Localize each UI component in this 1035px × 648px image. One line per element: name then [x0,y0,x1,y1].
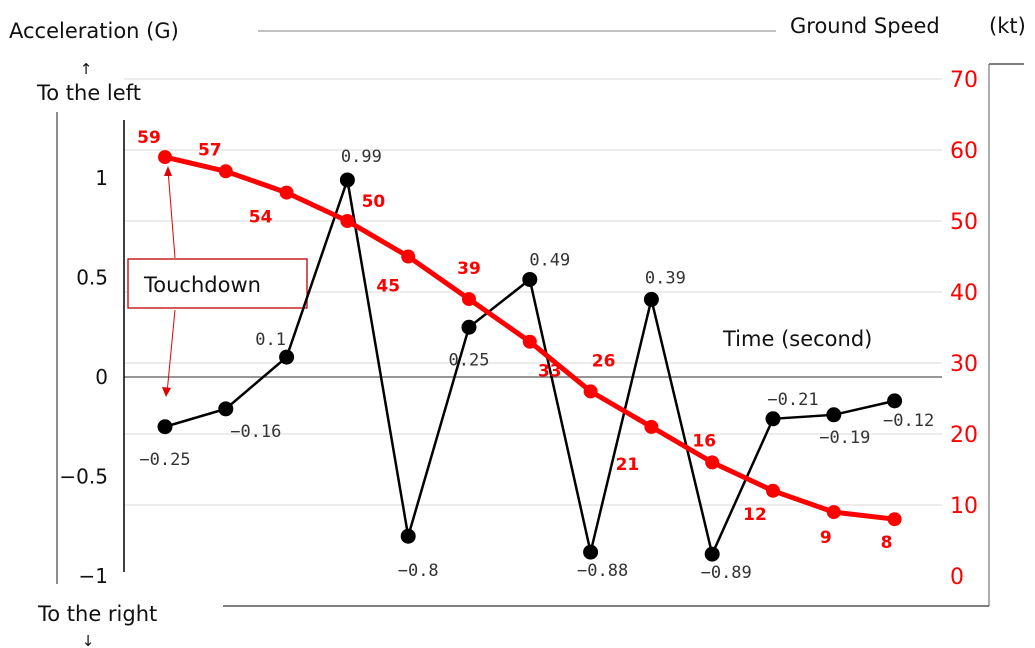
left-tick-label: −0.5 [59,465,108,489]
series [157,150,903,562]
acceleration-point [218,401,234,417]
ground-speed-point [583,384,598,399]
touchdown-box [127,258,308,309]
touchdown-arrow-down [166,309,176,394]
ground-speed-data-label: 59 [137,128,161,148]
left-tick-label: −1 [79,564,108,588]
touchdown-arrowhead-up [164,166,172,176]
right-tick-label: 70 [950,68,978,93]
acceleration-data-label: 0.1 [255,330,286,350]
left-up-label: To the left [36,81,141,105]
right-tick-label: 50 [950,210,978,235]
acceleration-point [339,172,355,188]
acceleration-data-label: −0.25 [139,450,190,470]
right-tick-label: 60 [950,139,978,164]
acceleration-data-label: −0.88 [577,561,628,581]
touchdown-arrow-up [167,169,176,259]
ground-speed-data-label: 57 [198,140,222,160]
acceleration-point [583,544,599,560]
ground-speed-point [705,455,720,470]
left-axis-title: Acceleration (G) [9,19,179,43]
acceleration-point [400,528,416,544]
right-axis-unit: (kt) [989,14,1026,38]
ground-speed-point [158,150,172,165]
ground-speed-point [826,505,841,520]
left-down-label: To the right [37,602,157,626]
ground-speed-point [522,334,537,349]
left-tick-label: 0 [95,365,108,389]
acceleration-data-label: −0.16 [230,422,281,442]
acceleration-point [887,393,903,409]
ground-speed-data-label: 21 [616,455,640,475]
ground-speed-data-label: 16 [692,431,716,451]
acceleration-data-label: −0.12 [883,411,934,431]
ground-speed-data-label: 45 [376,277,400,297]
touchdown-label: Touchdown [143,273,261,297]
up-arrow: ↑ [80,60,93,78]
ground-speed-point [401,249,416,264]
ground-speed-data-label: 8 [881,533,893,553]
touchdown-annotation: Touchdown [127,166,308,397]
ground-speed-point [887,512,902,527]
acceleration-point [157,419,173,435]
left-tick-label: 1 [95,166,108,190]
ground-speed-data-label: 39 [457,259,481,279]
ground-speed-data-label: 54 [249,208,273,228]
ground-speed-point [766,483,780,498]
time-axis-label: Time (second) [722,327,872,351]
ground-speed-point [340,214,355,228]
ground-speed-data-label: 33 [538,362,562,382]
acceleration-data-label: −0.21 [767,390,818,410]
acceleration-point [522,271,538,287]
acceleration-data-label: 0.99 [341,147,382,167]
acceleration-point [643,291,659,307]
axes: 70 60 50 40 30 20 10 0 1 0.5 0 −0.5 −1 [59,68,978,590]
acceleration-data-label: −0.19 [819,428,870,448]
down-arrow: ↓ [82,632,95,648]
ground-speed-data-label: 9 [820,528,832,548]
acceleration-line [164,179,895,558]
ground-speed-data-label: 26 [592,351,616,371]
right-tick-label: 10 [950,494,978,519]
touchdown-arrowhead-down [162,387,171,397]
ground-speed-point [462,292,476,307]
acceleration-point [279,349,295,365]
ground-speed-point [644,419,659,434]
acceleration-point [704,546,720,562]
ground-speed-point [279,185,294,200]
ground-speed-data-label: 12 [743,505,767,525]
acceleration-data-label: 0.39 [645,268,686,288]
right-tick-label: 0 [950,565,964,590]
ground-speed-point [218,164,233,179]
acceleration-point [765,411,781,427]
acceleration-data-label: −0.8 [398,561,439,581]
acceleration-data-label: −0.89 [701,563,752,583]
left-tick-label: 0.5 [76,266,108,290]
acceleration-point [461,319,477,335]
right-axis-title: Ground Speed [790,14,940,38]
right-tick-label: 30 [950,352,978,377]
ground-speed-data-label: 50 [362,192,386,212]
right-tick-label: 40 [950,281,978,306]
data-labels: −0.25 −0.16 0.1 0.99 −0.8 0.25 0.49 −0.88 0.39 −0… [137,128,934,583]
acceleration-data-label: 0.49 [529,250,570,270]
right-tick-label: 20 [950,423,978,448]
acceleration-data-label: 0.25 [449,350,490,370]
acceleration-point [826,407,842,423]
